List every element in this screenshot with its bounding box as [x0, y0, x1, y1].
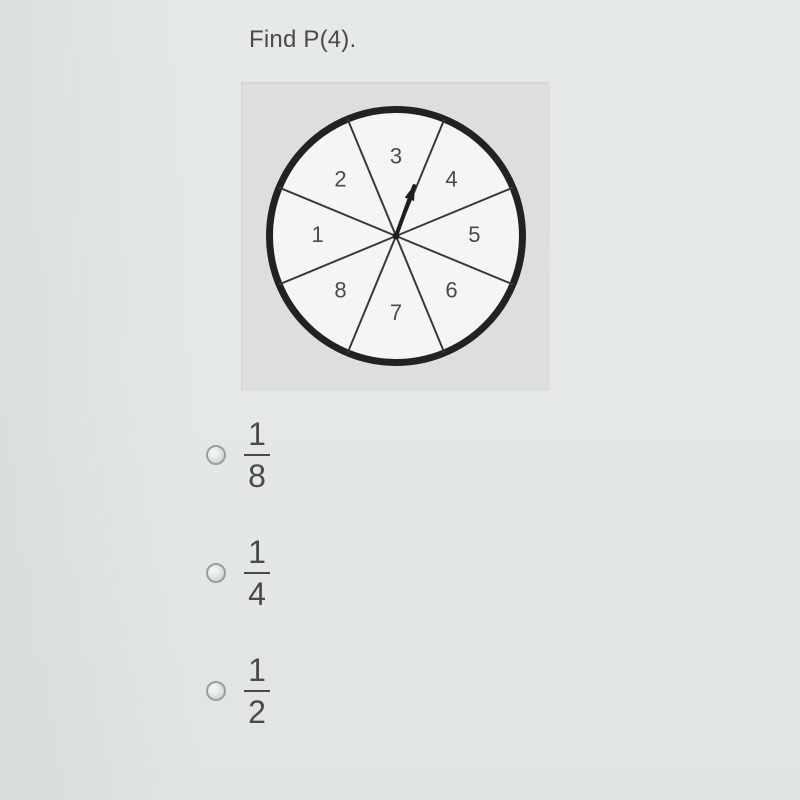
radio-icon — [206, 681, 226, 701]
question-text: Find P(4). — [249, 26, 356, 54]
spinner-panel: 1 2 3 4 5 6 7 8 — [241, 82, 550, 391]
svg-text:6: 6 — [445, 277, 457, 302]
answer-options: 1 8 1 4 1 2 — [206, 418, 506, 772]
svg-text:1: 1 — [311, 222, 323, 247]
radio-icon — [206, 563, 226, 583]
svg-text:2: 2 — [334, 166, 346, 191]
svg-text:5: 5 — [468, 222, 480, 247]
fraction: 1 2 — [244, 654, 270, 728]
numerator: 1 — [248, 536, 266, 572]
denominator: 8 — [248, 456, 266, 492]
spinner-svg: 1 2 3 4 5 6 7 8 — [265, 105, 527, 367]
svg-text:4: 4 — [445, 166, 457, 191]
option-3[interactable]: 1 2 — [206, 654, 506, 728]
denominator: 4 — [248, 574, 266, 610]
numerator: 1 — [248, 418, 266, 454]
svg-text:8: 8 — [334, 277, 346, 302]
denominator: 2 — [248, 692, 266, 728]
radio-icon — [206, 445, 226, 465]
svg-text:7: 7 — [390, 300, 402, 325]
quiz-page: Find P(4). 12345678 1 8 1 4 1 — [0, 0, 800, 800]
fraction: 1 8 — [244, 418, 270, 492]
option-2[interactable]: 1 4 — [206, 536, 506, 610]
svg-text:3: 3 — [390, 143, 402, 168]
paper-wear — [0, 0, 200, 800]
option-1[interactable]: 1 8 — [206, 418, 506, 492]
numerator: 1 — [248, 654, 266, 690]
fraction: 1 4 — [244, 536, 270, 610]
